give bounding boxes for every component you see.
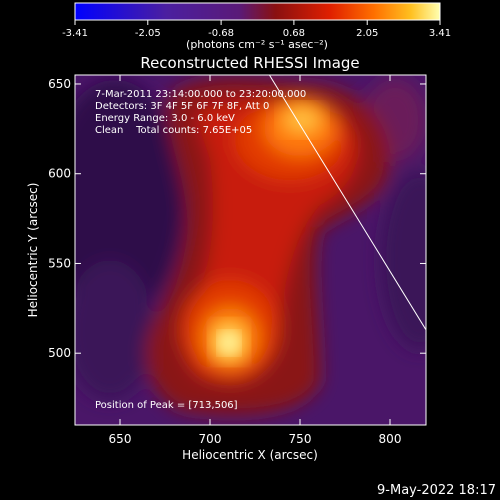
x-tick-label: 750 bbox=[289, 432, 312, 446]
source-hot-upper bbox=[282, 106, 322, 134]
annotation-detectors: Detectors: 3F 4F 5F 6F 7F 8F, Att 0 bbox=[95, 101, 269, 112]
source-peak bbox=[220, 333, 238, 353]
colorbar: -3.41 -2.05 -0.68 0.68 2.05 3.41 (photons cm⁻… bbox=[62, 2, 451, 51]
plot-area: 650 700 750 800 500 550 600 650 bbox=[48, 74, 427, 446]
colorbar-gradient bbox=[74, 2, 441, 21]
annotations: 7-Mar-2011 23:14:00.000 to 23:20:00.000 … bbox=[95, 89, 306, 411]
y-tick-label: 650 bbox=[48, 77, 71, 91]
x-tick-label: 700 bbox=[199, 432, 222, 446]
colorbar-tick-label: 3.41 bbox=[429, 28, 451, 39]
dark-lane-right bbox=[380, 170, 426, 350]
plot-frame bbox=[74, 74, 427, 426]
colorbar-tick-label: -2.05 bbox=[135, 28, 161, 39]
colorbar-tick-label: -0.68 bbox=[208, 28, 234, 39]
annotation-energy-range: Energy Range: 3.0 - 6.0 keV bbox=[95, 113, 235, 124]
dark-lane-left bbox=[75, 80, 185, 320]
colorbar-tick-label: 2.05 bbox=[356, 28, 378, 39]
dark-lane-lower-left bbox=[75, 260, 155, 400]
x-tick-label: 800 bbox=[379, 432, 402, 446]
annotation-peak: Position of Peak = [713,506] bbox=[95, 400, 238, 411]
annotation-method-counts: Clean Total counts: 7.65E+05 bbox=[95, 125, 252, 136]
colorbar-tick-label: 0.68 bbox=[283, 28, 305, 39]
emission-image bbox=[75, 75, 426, 415]
y-tick-label: 550 bbox=[48, 256, 71, 270]
y-tick-label: 600 bbox=[48, 167, 71, 181]
y-axis-label: Heliocentric Y (arcsec) bbox=[26, 183, 40, 318]
x-tick-label: 650 bbox=[109, 432, 132, 446]
x-axis-label: Heliocentric X (arcsec) bbox=[182, 448, 318, 462]
footer-timestamp: 9-May-2022 18:17 bbox=[377, 483, 496, 498]
annotation-time-range: 7-Mar-2011 23:14:00.000 to 23:20:00.000 bbox=[95, 89, 306, 100]
colorbar-ticks: -3.41 -2.05 -0.68 0.68 2.05 3.41 bbox=[62, 20, 451, 39]
colorbar-tick-label: -3.41 bbox=[62, 28, 88, 39]
solar-limb-line bbox=[268, 75, 426, 331]
colorbar-unit-label: (photons cm⁻² s⁻¹ asec⁻²) bbox=[186, 38, 328, 51]
y-tick-label: 500 bbox=[48, 346, 71, 360]
axis-ticks: 650 700 750 800 500 550 600 650 bbox=[48, 75, 426, 446]
chart-title: Reconstructed RHESSI Image bbox=[140, 54, 359, 72]
